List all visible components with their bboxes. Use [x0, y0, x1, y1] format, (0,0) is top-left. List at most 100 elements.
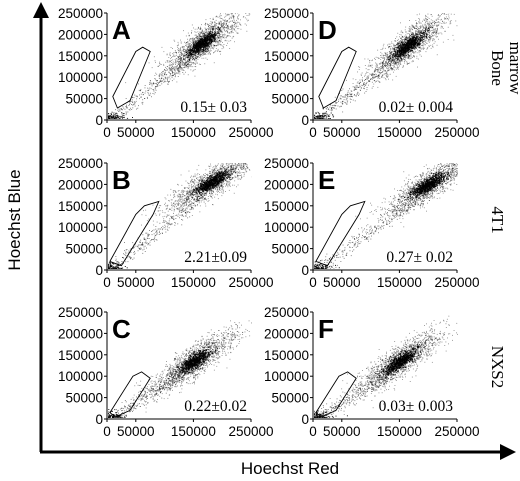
event-dot	[169, 75, 171, 77]
event-dot	[219, 51, 221, 53]
event-dot	[383, 67, 384, 69]
event-dot	[403, 41, 404, 43]
event-dot	[457, 7, 458, 8]
event-dot	[385, 62, 387, 63]
event-dot	[423, 32, 425, 34]
event-dot	[407, 40, 409, 42]
event-dot	[193, 59, 195, 61]
event-dot	[214, 21, 216, 23]
x-axis-title: Hoechst Red	[241, 459, 339, 478]
event-dot	[158, 65, 160, 66]
event-dot	[177, 76, 179, 77]
panel-d-xtick-label: 150000	[377, 125, 422, 140]
event-dot	[386, 62, 387, 64]
event-dot	[409, 20, 410, 21]
event-dot	[230, 29, 232, 30]
event-dot	[395, 57, 397, 59]
event-dot	[205, 34, 207, 36]
panel-a-xtick-label: 250000	[228, 125, 273, 140]
event-dot	[126, 107, 128, 109]
event-dot	[397, 55, 399, 57]
event-dot	[188, 43, 190, 45]
event-dot	[213, 28, 215, 30]
event-dot	[167, 80, 168, 82]
event-dot	[184, 58, 186, 60]
event-dot	[179, 65, 181, 67]
event-dot	[232, 13, 233, 14]
event-dot	[209, 24, 211, 26]
event-dot	[397, 58, 399, 60]
event-dot	[408, 45, 410, 47]
event-dot	[171, 77, 173, 79]
event-dot	[229, 18, 230, 19]
event-dot	[409, 29, 411, 31]
event-dot	[387, 57, 389, 59]
event-dot	[154, 92, 156, 94]
event-dot	[130, 107, 131, 109]
event-dot	[203, 48, 205, 50]
event-dot	[396, 61, 398, 63]
event-dot	[397, 55, 399, 57]
event-dot	[413, 26, 415, 28]
event-dot	[182, 61, 184, 63]
event-dot	[423, 31, 425, 33]
event-dot	[382, 63, 384, 65]
event-dot	[200, 32, 202, 34]
event-dot	[377, 80, 379, 82]
event-dot	[428, 25, 430, 27]
event-dot	[209, 23, 211, 25]
event-dot	[443, 21, 445, 23]
event-dot	[206, 32, 207, 34]
event-dot	[221, 23, 223, 25]
event-dot	[227, 35, 229, 37]
event-dot	[232, 32, 234, 34]
event-dot	[183, 70, 185, 71]
event-dot	[184, 53, 186, 55]
event-dot	[424, 37, 426, 39]
event-dot	[399, 50, 401, 52]
event-dot	[202, 45, 204, 47]
event-dot	[197, 54, 198, 56]
event-dot	[389, 54, 390, 56]
event-dot	[230, 13, 232, 14]
event-dot	[122, 115, 123, 116]
event-dot	[388, 43, 390, 45]
event-dot	[210, 44, 212, 46]
event-dot	[386, 59, 388, 61]
event-dot	[393, 60, 395, 62]
event-dot	[224, 31, 226, 33]
event-dot	[223, 26, 225, 28]
event-dot	[203, 49, 205, 51]
event-dot	[240, 28, 242, 30]
event-dot	[432, 22, 434, 23]
event-dot	[429, 34, 430, 36]
event-dot	[183, 58, 184, 60]
event-dot	[205, 29, 206, 31]
event-dot	[427, 30, 429, 32]
event-dot	[409, 46, 411, 48]
event-dot	[360, 81, 362, 83]
event-dot	[210, 50, 212, 51]
event-dot	[226, 25, 228, 27]
event-dot	[205, 49, 207, 51]
event-dot	[190, 38, 192, 40]
event-dot	[366, 81, 368, 83]
event-dot	[402, 48, 404, 50]
event-dot	[382, 74, 384, 76]
event-dot	[237, 25, 239, 27]
event-dot	[180, 47, 181, 49]
event-dot	[424, 36, 426, 37]
event-dot	[121, 113, 123, 115]
event-dot	[440, 19, 442, 21]
event-dot	[430, 14, 432, 15]
event-dot	[158, 74, 160, 76]
event-dot	[175, 60, 176, 62]
event-dot	[184, 54, 186, 56]
event-dot	[183, 50, 184, 52]
event-dot	[398, 60, 400, 61]
event-dot	[433, 32, 435, 33]
event-dot	[199, 54, 201, 56]
event-dot	[171, 72, 173, 74]
event-dot	[382, 65, 383, 67]
event-dot	[423, 47, 425, 49]
